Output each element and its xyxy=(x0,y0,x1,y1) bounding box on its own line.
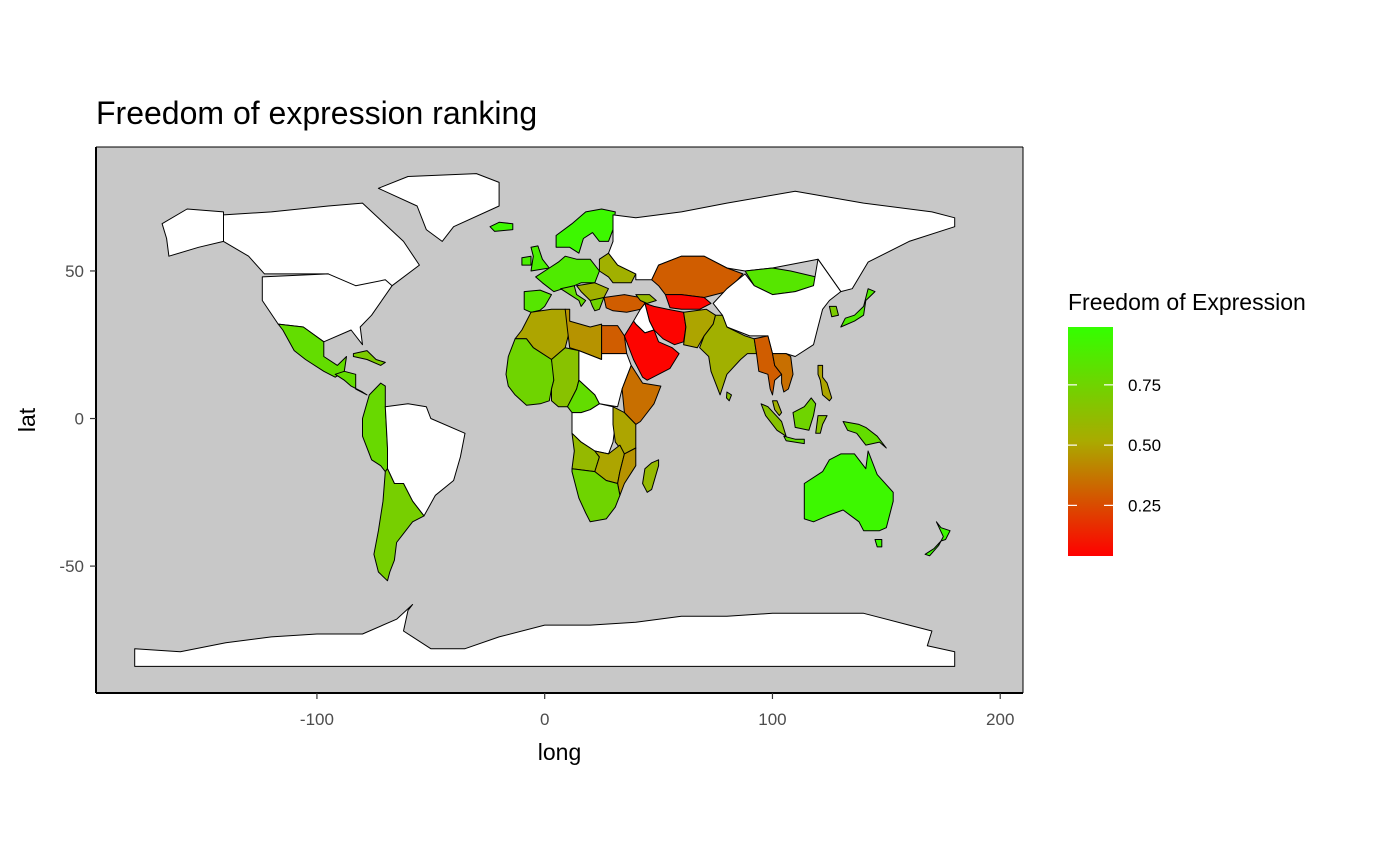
region-ireland xyxy=(521,255,532,266)
map-regions xyxy=(134,173,956,667)
region-china xyxy=(712,258,842,357)
region-new-zealand xyxy=(924,521,951,557)
y-tick-label: 50 xyxy=(65,262,84,281)
x-tick-label: 200 xyxy=(986,710,1014,729)
region-greenland xyxy=(377,173,500,242)
region-myanmar-thailand xyxy=(753,335,783,396)
region-antarctica xyxy=(134,604,956,667)
region-alaska xyxy=(161,208,224,257)
region-central-asia xyxy=(664,294,712,310)
region-egypt xyxy=(601,325,628,355)
region-mozambique xyxy=(617,447,637,496)
region-caucasus xyxy=(635,294,657,304)
region-australia xyxy=(803,450,894,532)
y-tick-label: -50 xyxy=(59,557,84,576)
region-korea xyxy=(828,305,839,318)
x-tick-label: 0 xyxy=(540,710,549,729)
region-italy xyxy=(560,285,587,307)
y-axis-title: lat xyxy=(14,407,40,432)
region-scandinavia xyxy=(555,208,616,254)
region-southern-africa xyxy=(571,468,621,523)
x-tick-label: 100 xyxy=(758,710,786,729)
chart-title: Freedom of expression ranking xyxy=(96,95,538,131)
region-borneo xyxy=(792,397,817,431)
region-philippines xyxy=(817,364,833,402)
region-sri-lanka xyxy=(726,391,732,402)
legend-colorbar xyxy=(1068,327,1113,556)
region-sumatra xyxy=(760,403,787,437)
legend-tick-label: 0.50 xyxy=(1128,436,1161,455)
region-madagascar xyxy=(642,459,660,493)
legend-tick-label: 0.25 xyxy=(1128,496,1161,515)
y-tick-label: 0 xyxy=(75,410,84,429)
region-southern-cone xyxy=(373,468,425,582)
legend: Freedom of Expression 0.75 0.50 0.25 xyxy=(1068,289,1306,556)
region-central-america xyxy=(334,370,368,396)
region-greece xyxy=(589,297,605,312)
region-arabia xyxy=(623,320,680,381)
region-java xyxy=(783,435,805,445)
region-japan xyxy=(840,288,876,328)
x-axis-title: long xyxy=(538,739,581,765)
region-iceland xyxy=(489,221,514,232)
x-tick-label: -100 xyxy=(300,710,334,729)
legend-tick-label: 0.75 xyxy=(1128,376,1161,395)
axes: -100 0 100 200 50 0 -50 long lat xyxy=(14,146,1024,765)
region-malaysia xyxy=(772,400,783,417)
legend-title: Freedom of Expression xyxy=(1068,289,1306,315)
region-indochina xyxy=(772,353,794,393)
region-tasmania xyxy=(874,539,883,548)
region-caribbean xyxy=(352,350,386,366)
region-new-guinea xyxy=(842,421,887,449)
region-western-europe xyxy=(535,255,600,293)
region-sulawesi xyxy=(815,415,828,434)
